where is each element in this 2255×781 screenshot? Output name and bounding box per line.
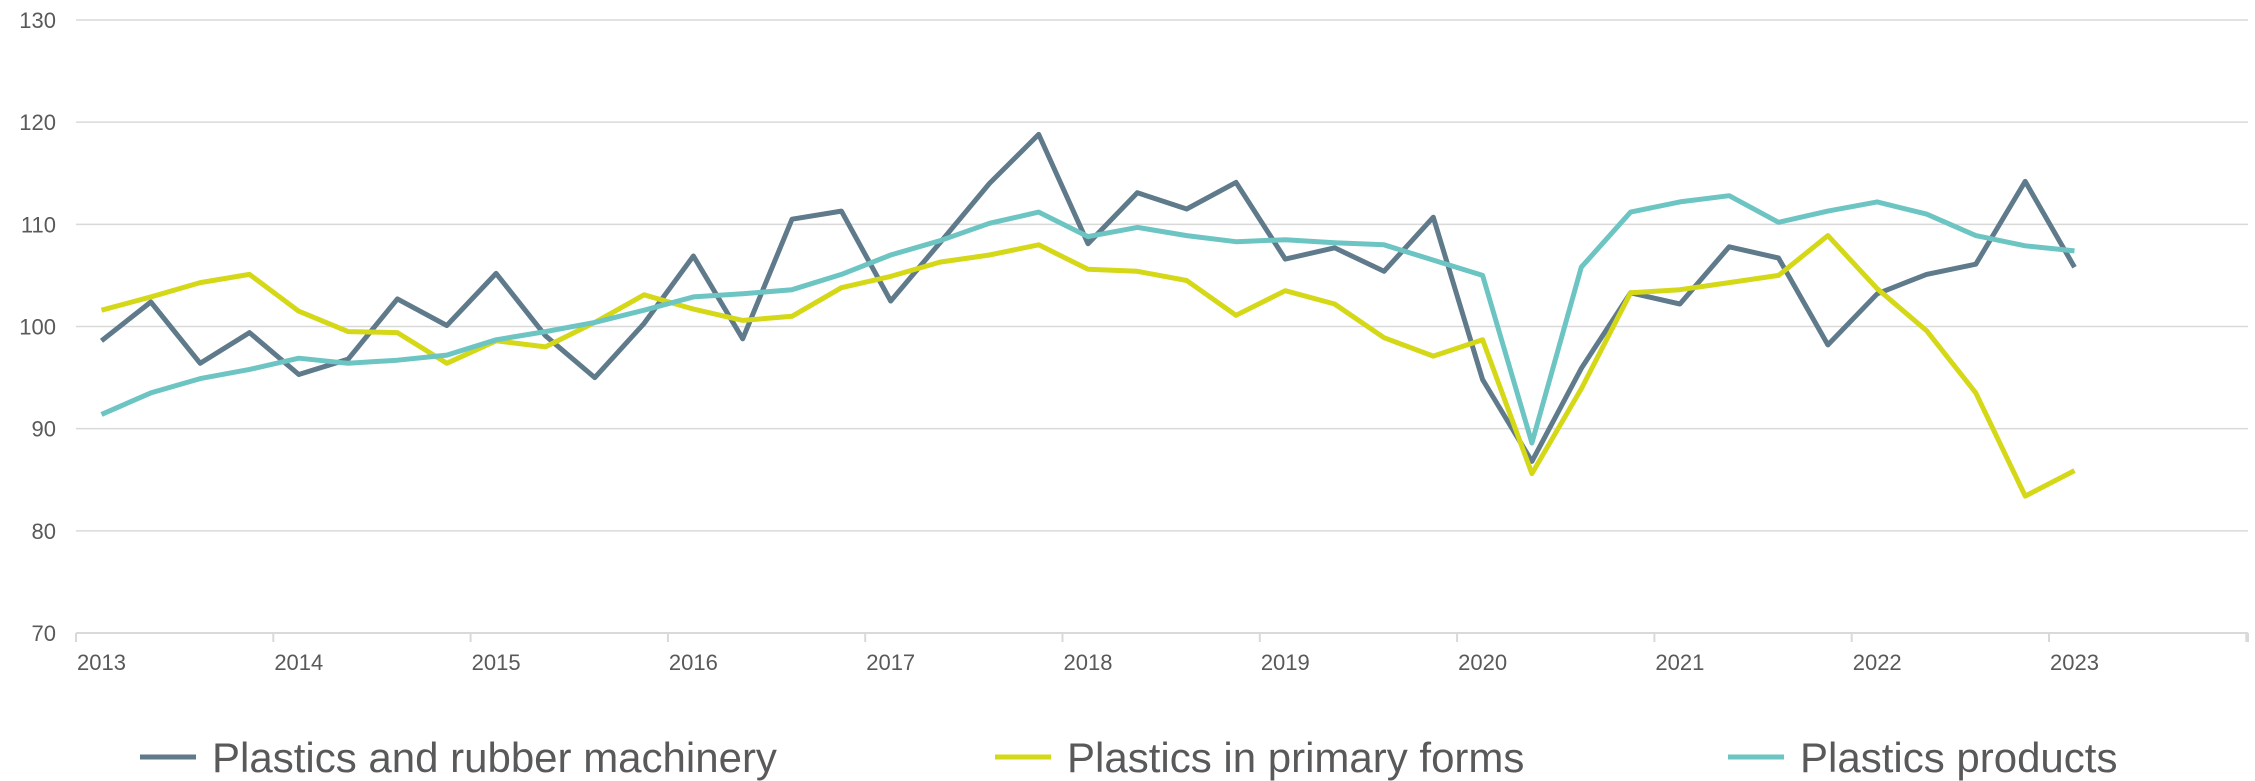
y-tick-label: 80 [32,519,56,544]
y-tick-label: 90 [32,417,56,442]
y-tick-label: 100 [19,315,56,340]
series-line-1 [99,131,2077,464]
legend: Plastics and rubber machinery Plastics in… [140,734,2117,781]
x-tick-label: 2021 [1655,650,1704,675]
x-tick-label: 2017 [866,650,915,675]
x-tick-label: 2014 [274,650,323,675]
x-tick-label: 2013 [77,650,126,675]
x-tick-label: 2020 [1458,650,1507,675]
legend-item: Plastics products [1728,734,2117,781]
y-axis-ticks: 70 80 90 100 110 120 130 [19,8,56,646]
y-tick-label: 110 [21,212,56,237]
gridlines [76,19,2248,532]
series-line-3 [100,193,2075,446]
series-line-2 [100,233,2076,499]
x-tick-label: 2023 [2050,650,2099,675]
legend-item: Plastics and rubber machinery [140,734,777,781]
legend-item: Plastics in primary forms [995,734,1524,781]
legend-label: Plastics in primary forms [1067,734,1524,781]
x-tick-label: 2022 [1853,650,1902,675]
y-tick-label: 120 [19,110,56,135]
x-tick-label: 2018 [1064,650,1113,675]
x-tick-label: 2016 [669,650,718,675]
y-tick-label: 70 [32,621,56,646]
x-axis: 2013 2014 2015 2016 2017 2018 2019 2020 2021 2022… [75,632,2249,675]
legend-label: Plastics and rubber machinery [212,734,777,781]
series-lines [99,131,2077,499]
x-tick-label: 2019 [1261,650,1310,675]
x-tick-label: 2015 [472,650,521,675]
legend-label: Plastics products [1800,734,2117,781]
y-tick-label: 130 [19,8,56,33]
